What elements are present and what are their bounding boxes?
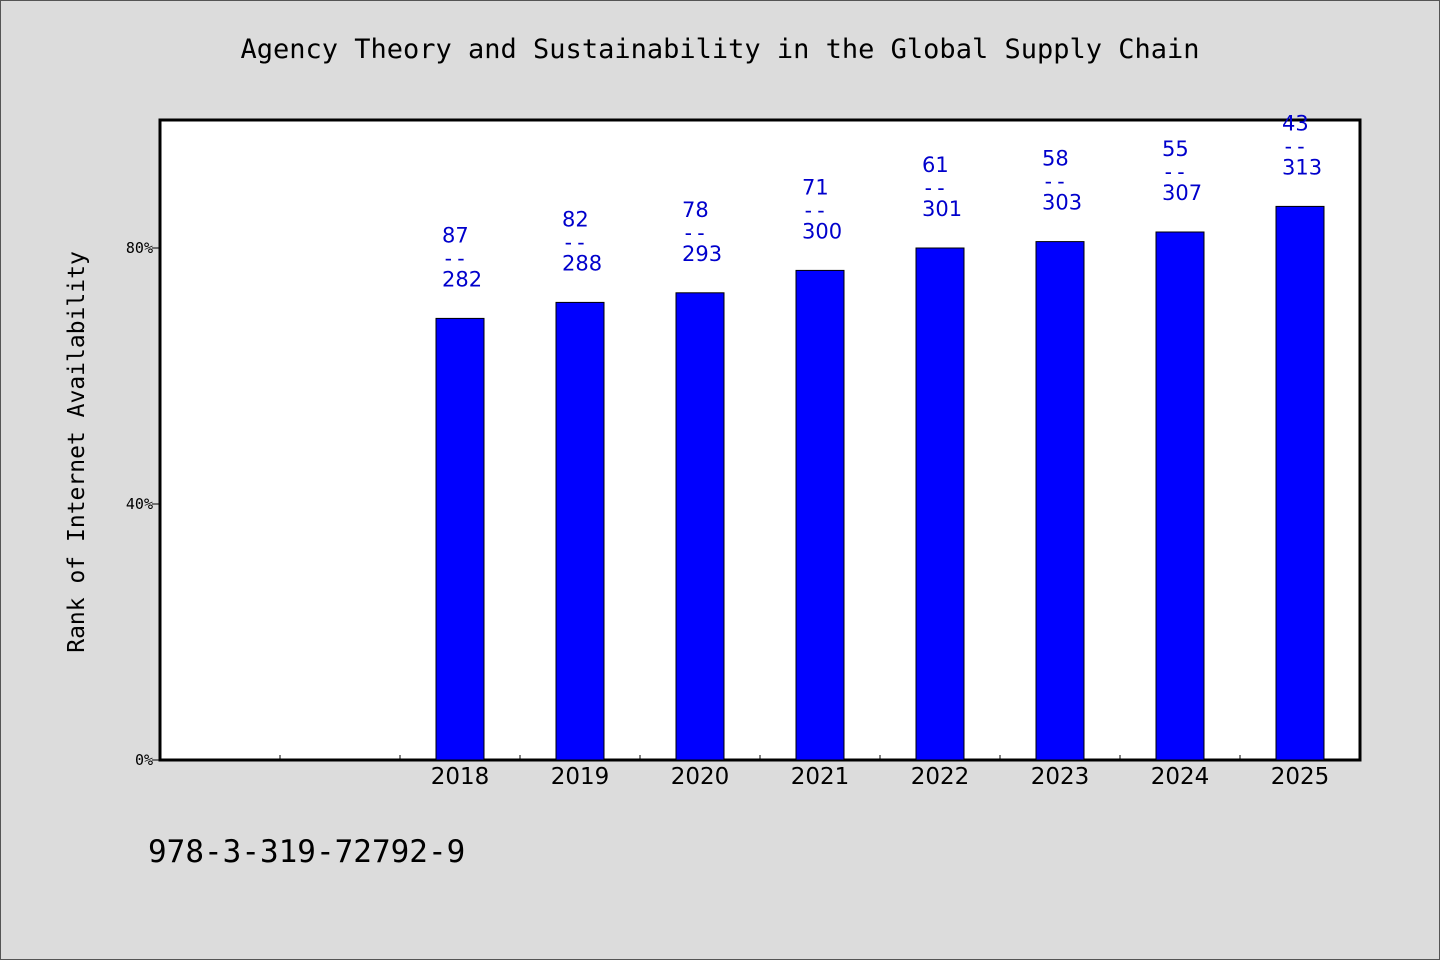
bar-label-separator: --	[442, 246, 467, 270]
bar-label-count: 313	[1282, 155, 1322, 179]
x-tick-label: 2019	[551, 764, 610, 790]
y-axis-label: Rank of Internet Availability	[64, 251, 90, 653]
x-tick-label: 2024	[1151, 764, 1210, 790]
chart-title: Agency Theory and Sustainability in the …	[240, 34, 1200, 65]
bar	[435, 317, 485, 761]
bar-label-count: 282	[442, 267, 482, 291]
bar-label-rank: 55	[1162, 137, 1189, 161]
bar-label-separator: --	[922, 176, 947, 200]
bar-label-separator: --	[1162, 160, 1187, 184]
bar-label-rank: 78	[682, 198, 709, 222]
bar-label-count: 301	[922, 197, 962, 221]
bar-label-rank: 43	[1282, 111, 1309, 135]
x-tick-label: 2022	[911, 764, 970, 790]
bar-label-separator: --	[1042, 170, 1067, 194]
bar-label-count: 307	[1162, 181, 1202, 205]
bar-label-separator: --	[562, 230, 587, 254]
bar-label-separator: --	[1282, 134, 1307, 158]
x-tick-label: 2018	[431, 764, 490, 790]
bar-label-rank: 58	[1042, 147, 1069, 171]
bar	[1275, 205, 1325, 761]
bar-label-separator: --	[802, 198, 827, 222]
bar-label-rank: 71	[802, 175, 829, 199]
y-tick-label: 80%	[126, 239, 153, 257]
bar	[1155, 231, 1205, 761]
bar-label-rank: 87	[442, 223, 469, 247]
y-tick-label: 40%	[126, 495, 153, 513]
bar	[555, 301, 605, 761]
bar-label-separator: --	[682, 221, 707, 245]
x-tick-label: 2023	[1031, 764, 1090, 790]
bar	[795, 269, 845, 761]
isbn-label: 978-3-319-72792-9	[148, 834, 466, 870]
bar	[915, 247, 965, 761]
bar	[675, 292, 725, 761]
bar-label-rank: 82	[562, 207, 589, 231]
bar-label-count: 293	[682, 242, 722, 266]
bar-label-count: 303	[1042, 191, 1082, 215]
bar-label-count: 288	[562, 251, 602, 275]
x-tick-label: 2020	[671, 764, 730, 790]
y-tick-label: 0%	[135, 751, 153, 769]
x-tick-label: 2025	[1271, 764, 1330, 790]
bar	[1035, 241, 1085, 761]
x-tick-label: 2021	[791, 764, 850, 790]
bar-label-rank: 61	[922, 153, 949, 177]
bar-label-count: 300	[802, 219, 842, 243]
